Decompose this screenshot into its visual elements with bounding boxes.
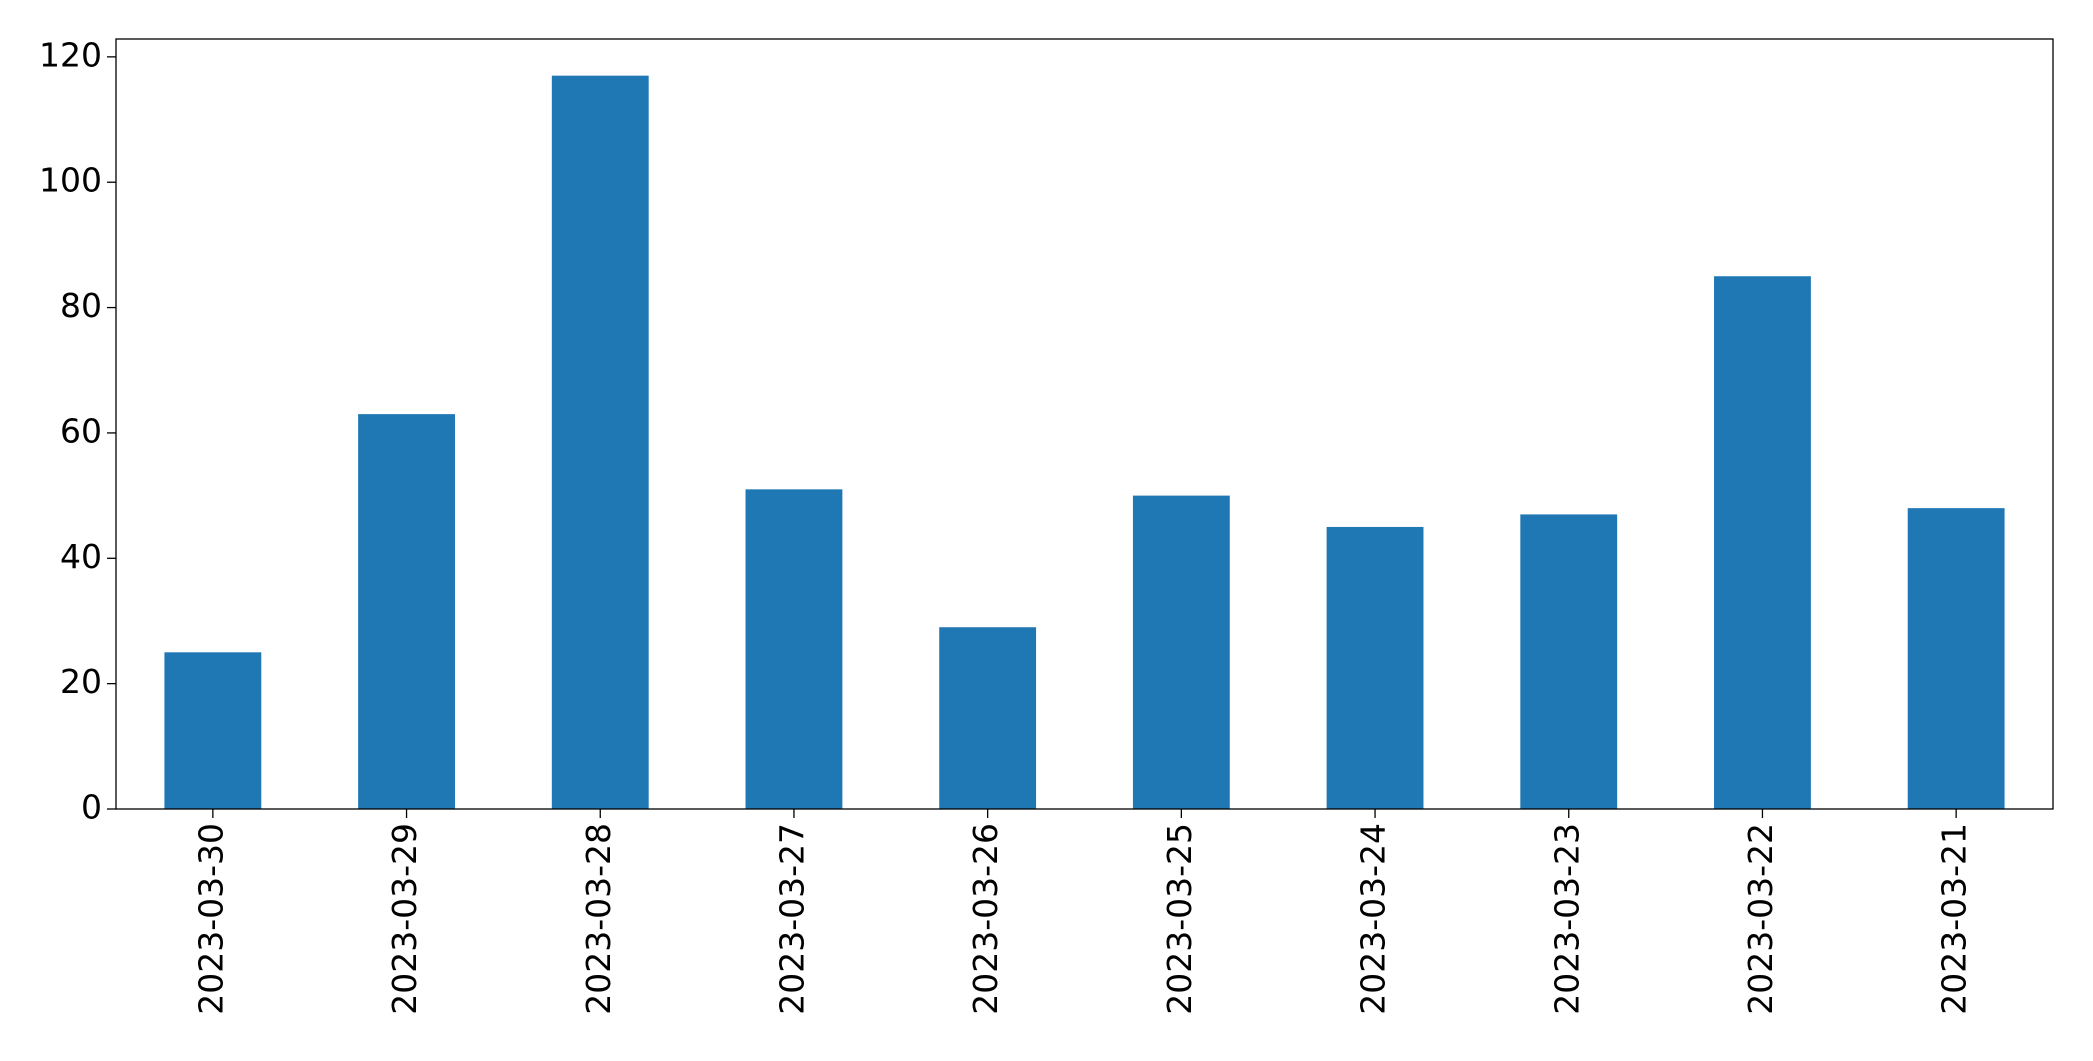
bar xyxy=(1132,495,1230,809)
y-tick-label: 100 xyxy=(39,161,102,200)
y-tick-label: 60 xyxy=(60,411,102,450)
bar xyxy=(1520,514,1618,809)
x-tick-label: 2023-03-22 xyxy=(1741,823,1780,1015)
y-tick-label: 120 xyxy=(39,35,102,74)
y-tick-label: 40 xyxy=(60,537,102,576)
bar xyxy=(164,652,262,809)
x-tick-label: 2023-03-28 xyxy=(579,823,618,1015)
bar xyxy=(745,489,843,809)
bar xyxy=(1907,508,2005,809)
x-tick-label: 2023-03-25 xyxy=(1160,823,1199,1015)
x-tick-label: 2023-03-30 xyxy=(191,823,230,1015)
bar xyxy=(551,75,649,809)
y-tick-label: 20 xyxy=(60,662,102,701)
plot-frame xyxy=(115,38,2054,810)
x-tick-label: 2023-03-21 xyxy=(1935,823,1974,1015)
x-tick-label: 2023-03-26 xyxy=(966,823,1005,1015)
bar xyxy=(939,627,1037,809)
bar xyxy=(1714,276,1811,810)
y-tick-label: 80 xyxy=(60,286,102,325)
x-tick-label: 2023-03-23 xyxy=(1547,823,1586,1015)
x-tick-label: 2023-03-29 xyxy=(385,823,424,1015)
x-tick-label: 2023-03-27 xyxy=(772,823,811,1015)
x-tick-label: 2023-03-24 xyxy=(1354,823,1393,1015)
y-tick-label: 0 xyxy=(81,788,102,827)
bar xyxy=(1326,526,1424,809)
bar xyxy=(358,414,455,809)
